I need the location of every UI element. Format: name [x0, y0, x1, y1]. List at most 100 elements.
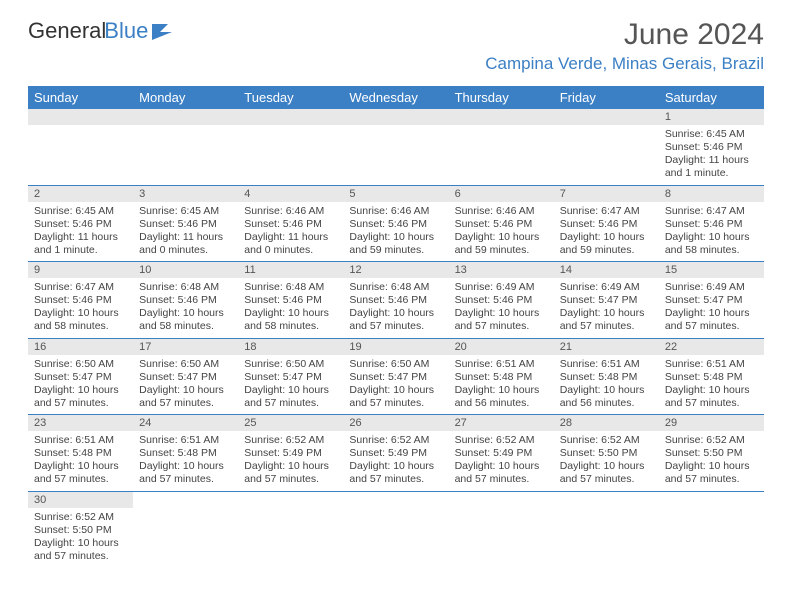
calendar-row: 1Sunrise: 6:45 AMSunset: 5:46 PMDaylight…	[28, 109, 764, 185]
calendar-cell: 9Sunrise: 6:47 AMSunset: 5:46 PMDaylight…	[28, 262, 133, 339]
day-number: 1	[659, 109, 764, 125]
logo-flag-icon	[152, 22, 178, 40]
col-sunday: Sunday	[28, 86, 133, 109]
calendar-cell	[343, 491, 448, 567]
calendar-cell: 29Sunrise: 6:52 AMSunset: 5:50 PMDayligh…	[659, 415, 764, 492]
calendar-cell: 18Sunrise: 6:50 AMSunset: 5:47 PMDayligh…	[238, 338, 343, 415]
day-number: 29	[659, 415, 764, 431]
col-wednesday: Wednesday	[343, 86, 448, 109]
day-number: 30	[28, 492, 133, 508]
day-number: 15	[659, 262, 764, 278]
day-number: 23	[28, 415, 133, 431]
day-details: Sunrise: 6:46 AMSunset: 5:46 PMDaylight:…	[238, 202, 343, 262]
day-number: 27	[449, 415, 554, 431]
calendar-cell: 27Sunrise: 6:52 AMSunset: 5:49 PMDayligh…	[449, 415, 554, 492]
day-details: Sunrise: 6:45 AMSunset: 5:46 PMDaylight:…	[133, 202, 238, 262]
calendar-header-row: Sunday Monday Tuesday Wednesday Thursday…	[28, 86, 764, 109]
day-details: Sunrise: 6:49 AMSunset: 5:46 PMDaylight:…	[449, 278, 554, 338]
day-number: 12	[343, 262, 448, 278]
day-details: Sunrise: 6:51 AMSunset: 5:48 PMDaylight:…	[449, 355, 554, 415]
calendar-cell: 30Sunrise: 6:52 AMSunset: 5:50 PMDayligh…	[28, 491, 133, 567]
day-details: Sunrise: 6:52 AMSunset: 5:49 PMDaylight:…	[238, 431, 343, 491]
calendar-cell	[659, 491, 764, 567]
calendar-cell: 22Sunrise: 6:51 AMSunset: 5:48 PMDayligh…	[659, 338, 764, 415]
calendar-cell: 5Sunrise: 6:46 AMSunset: 5:46 PMDaylight…	[343, 185, 448, 262]
calendar-cell	[449, 491, 554, 567]
logo: GeneralBlue	[28, 18, 178, 44]
calendar-cell: 23Sunrise: 6:51 AMSunset: 5:48 PMDayligh…	[28, 415, 133, 492]
calendar-cell	[554, 491, 659, 567]
day-details: Sunrise: 6:48 AMSunset: 5:46 PMDaylight:…	[343, 278, 448, 338]
day-details: Sunrise: 6:52 AMSunset: 5:49 PMDaylight:…	[343, 431, 448, 491]
empty-day-bar	[28, 109, 133, 125]
logo-text-1: General	[28, 18, 106, 44]
day-details: Sunrise: 6:52 AMSunset: 5:50 PMDaylight:…	[659, 431, 764, 491]
calendar-cell	[449, 109, 554, 185]
col-saturday: Saturday	[659, 86, 764, 109]
calendar-cell: 16Sunrise: 6:50 AMSunset: 5:47 PMDayligh…	[28, 338, 133, 415]
day-details: Sunrise: 6:51 AMSunset: 5:48 PMDaylight:…	[28, 431, 133, 491]
day-details: Sunrise: 6:52 AMSunset: 5:50 PMDaylight:…	[554, 431, 659, 491]
empty-day-bar	[343, 109, 448, 125]
day-details: Sunrise: 6:48 AMSunset: 5:46 PMDaylight:…	[238, 278, 343, 338]
header: GeneralBlue June 2024 Campina Verde, Min…	[0, 0, 792, 78]
day-number: 19	[343, 339, 448, 355]
day-details: Sunrise: 6:47 AMSunset: 5:46 PMDaylight:…	[554, 202, 659, 262]
day-details: Sunrise: 6:47 AMSunset: 5:46 PMDaylight:…	[28, 278, 133, 338]
calendar-cell: 26Sunrise: 6:52 AMSunset: 5:49 PMDayligh…	[343, 415, 448, 492]
calendar-cell: 14Sunrise: 6:49 AMSunset: 5:47 PMDayligh…	[554, 262, 659, 339]
day-number: 11	[238, 262, 343, 278]
day-number: 9	[28, 262, 133, 278]
calendar-cell: 28Sunrise: 6:52 AMSunset: 5:50 PMDayligh…	[554, 415, 659, 492]
calendar-cell	[238, 491, 343, 567]
title-block: June 2024 Campina Verde, Minas Gerais, B…	[485, 18, 764, 74]
day-details: Sunrise: 6:50 AMSunset: 5:47 PMDaylight:…	[238, 355, 343, 415]
calendar-cell: 11Sunrise: 6:48 AMSunset: 5:46 PMDayligh…	[238, 262, 343, 339]
calendar-cell	[133, 491, 238, 567]
calendar-cell: 8Sunrise: 6:47 AMSunset: 5:46 PMDaylight…	[659, 185, 764, 262]
day-number: 28	[554, 415, 659, 431]
day-details: Sunrise: 6:47 AMSunset: 5:46 PMDaylight:…	[659, 202, 764, 262]
page-title: June 2024	[485, 18, 764, 52]
day-number: 21	[554, 339, 659, 355]
day-details: Sunrise: 6:46 AMSunset: 5:46 PMDaylight:…	[449, 202, 554, 262]
col-tuesday: Tuesday	[238, 86, 343, 109]
day-details: Sunrise: 6:50 AMSunset: 5:47 PMDaylight:…	[343, 355, 448, 415]
day-number: 5	[343, 186, 448, 202]
day-details: Sunrise: 6:46 AMSunset: 5:46 PMDaylight:…	[343, 202, 448, 262]
calendar-cell: 25Sunrise: 6:52 AMSunset: 5:49 PMDayligh…	[238, 415, 343, 492]
day-details: Sunrise: 6:51 AMSunset: 5:48 PMDaylight:…	[133, 431, 238, 491]
day-details: Sunrise: 6:51 AMSunset: 5:48 PMDaylight:…	[554, 355, 659, 415]
day-details: Sunrise: 6:49 AMSunset: 5:47 PMDaylight:…	[659, 278, 764, 338]
day-details: Sunrise: 6:52 AMSunset: 5:50 PMDaylight:…	[28, 508, 133, 568]
calendar-row: 16Sunrise: 6:50 AMSunset: 5:47 PMDayligh…	[28, 338, 764, 415]
col-monday: Monday	[133, 86, 238, 109]
calendar-cell: 6Sunrise: 6:46 AMSunset: 5:46 PMDaylight…	[449, 185, 554, 262]
day-number: 8	[659, 186, 764, 202]
empty-day-bar	[238, 109, 343, 125]
day-details: Sunrise: 6:50 AMSunset: 5:47 PMDaylight:…	[28, 355, 133, 415]
calendar-cell	[343, 109, 448, 185]
calendar-cell	[554, 109, 659, 185]
empty-day-bar	[133, 109, 238, 125]
day-number: 3	[133, 186, 238, 202]
calendar-cell: 19Sunrise: 6:50 AMSunset: 5:47 PMDayligh…	[343, 338, 448, 415]
empty-day-bar	[449, 109, 554, 125]
day-number: 13	[449, 262, 554, 278]
calendar-cell: 13Sunrise: 6:49 AMSunset: 5:46 PMDayligh…	[449, 262, 554, 339]
calendar-cell: 21Sunrise: 6:51 AMSunset: 5:48 PMDayligh…	[554, 338, 659, 415]
day-number: 7	[554, 186, 659, 202]
calendar-row: 23Sunrise: 6:51 AMSunset: 5:48 PMDayligh…	[28, 415, 764, 492]
day-number: 24	[133, 415, 238, 431]
day-details: Sunrise: 6:51 AMSunset: 5:48 PMDaylight:…	[659, 355, 764, 415]
day-number: 14	[554, 262, 659, 278]
day-number: 26	[343, 415, 448, 431]
calendar-row: 9Sunrise: 6:47 AMSunset: 5:46 PMDaylight…	[28, 262, 764, 339]
col-friday: Friday	[554, 86, 659, 109]
calendar-cell	[133, 109, 238, 185]
page-subtitle: Campina Verde, Minas Gerais, Brazil	[485, 54, 764, 74]
day-details: Sunrise: 6:50 AMSunset: 5:47 PMDaylight:…	[133, 355, 238, 415]
day-number: 2	[28, 186, 133, 202]
calendar-row: 2Sunrise: 6:45 AMSunset: 5:46 PMDaylight…	[28, 185, 764, 262]
day-number: 17	[133, 339, 238, 355]
